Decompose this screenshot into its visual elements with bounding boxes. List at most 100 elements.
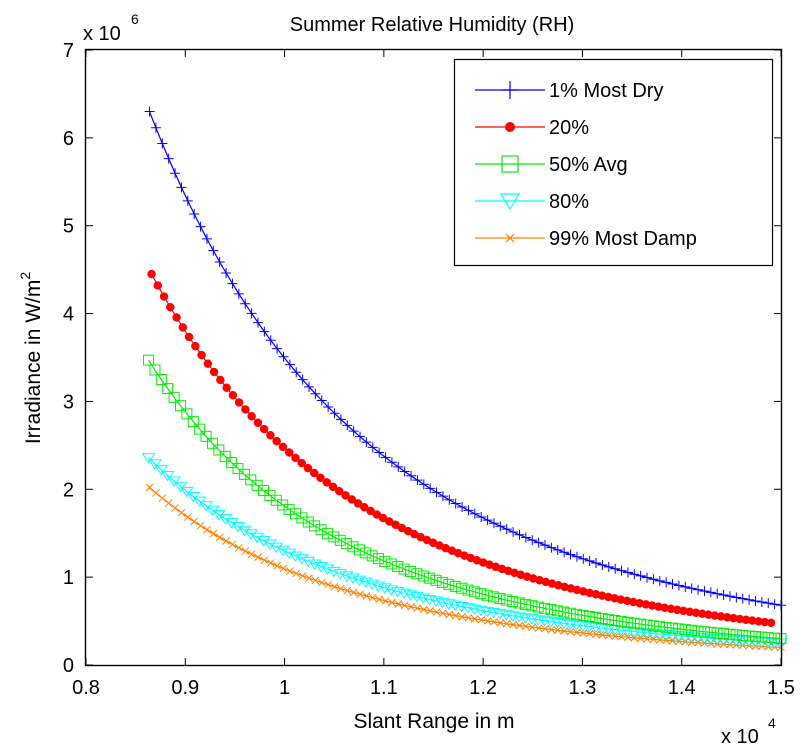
data-point bbox=[329, 408, 340, 419]
data-point bbox=[730, 629, 742, 641]
data-point bbox=[166, 302, 175, 312]
data-point bbox=[200, 430, 212, 442]
data-point bbox=[724, 591, 735, 602]
data-point bbox=[749, 631, 761, 643]
data-point bbox=[259, 326, 270, 337]
data-point bbox=[247, 411, 256, 421]
data-point bbox=[667, 578, 678, 589]
data-point bbox=[502, 619, 511, 628]
data-point bbox=[634, 618, 646, 630]
data-point bbox=[209, 529, 218, 538]
data-point bbox=[143, 354, 155, 366]
data-point bbox=[552, 544, 563, 555]
data-point bbox=[546, 542, 557, 553]
data-point bbox=[309, 468, 319, 478]
data-point bbox=[437, 491, 448, 502]
data-point bbox=[215, 533, 224, 542]
data-point bbox=[252, 317, 263, 328]
data-point bbox=[416, 593, 431, 604]
data-point bbox=[289, 508, 301, 520]
data-point bbox=[152, 489, 160, 497]
data-point bbox=[291, 453, 300, 463]
data-point bbox=[560, 627, 568, 635]
data-point bbox=[240, 298, 251, 309]
data-point bbox=[394, 600, 403, 608]
data-point bbox=[153, 281, 163, 290]
data-point bbox=[176, 182, 187, 193]
data-point bbox=[654, 621, 666, 633]
data-point bbox=[500, 594, 512, 606]
data-point bbox=[265, 335, 276, 346]
data-point bbox=[365, 579, 380, 591]
data-point bbox=[647, 620, 659, 632]
data-point bbox=[335, 414, 346, 425]
chart-title: Summer Relative Humidity (RH) bbox=[290, 14, 575, 36]
data-point bbox=[250, 532, 265, 544]
data-point bbox=[457, 502, 468, 513]
y-tick-label: 5 bbox=[63, 216, 74, 238]
data-point bbox=[256, 536, 271, 547]
data-point bbox=[221, 267, 232, 278]
data-point bbox=[508, 527, 519, 538]
data-point bbox=[630, 634, 639, 642]
data-point bbox=[296, 512, 308, 524]
data-point bbox=[622, 616, 634, 628]
data-point bbox=[509, 620, 517, 629]
data-point bbox=[272, 436, 281, 446]
x-tick-label: 1.2 bbox=[469, 677, 497, 699]
data-point bbox=[597, 559, 608, 570]
axes-ticks: 0.8 0.9 1 1.1 1.2 1.3 1.4 1.5 0 1 2 3 4 5 6 7 bbox=[63, 40, 795, 699]
data-point bbox=[668, 637, 677, 645]
x-multiplier-base: x 10 bbox=[721, 726, 759, 748]
data-point bbox=[598, 631, 607, 639]
legend-marker bbox=[505, 122, 515, 132]
data-point bbox=[326, 566, 341, 578]
data-point bbox=[352, 575, 367, 587]
data-point bbox=[216, 375, 225, 385]
data-point bbox=[404, 565, 416, 577]
data-point bbox=[763, 598, 774, 609]
data-point bbox=[213, 444, 225, 456]
data-point bbox=[750, 595, 761, 606]
data-point bbox=[540, 540, 551, 551]
data-point bbox=[173, 481, 188, 493]
data-point bbox=[731, 592, 742, 603]
data-point bbox=[483, 617, 492, 625]
data-point bbox=[470, 615, 479, 623]
data-point bbox=[456, 582, 468, 594]
data-point bbox=[147, 269, 156, 279]
data-point bbox=[604, 631, 613, 640]
data-point bbox=[367, 442, 378, 453]
data-point bbox=[712, 588, 723, 599]
data-point bbox=[419, 605, 428, 614]
data-point bbox=[266, 430, 275, 440]
data-point bbox=[406, 470, 417, 481]
data-point bbox=[214, 256, 225, 267]
x-multiplier-exponent: 4 bbox=[768, 715, 776, 731]
data-point bbox=[324, 580, 332, 589]
data-point bbox=[490, 618, 498, 626]
data-point bbox=[541, 624, 549, 633]
legend-entry: 20% bbox=[475, 117, 589, 139]
data-point bbox=[314, 562, 328, 573]
data-point bbox=[573, 628, 581, 637]
data-point bbox=[393, 461, 404, 472]
data-point bbox=[377, 583, 392, 594]
data-point bbox=[718, 628, 730, 640]
data-point bbox=[590, 612, 602, 624]
data-point bbox=[145, 483, 154, 492]
data-point bbox=[194, 423, 206, 435]
data-point bbox=[756, 631, 768, 643]
data-point bbox=[495, 521, 506, 532]
data-point bbox=[392, 561, 404, 573]
data-point bbox=[284, 359, 295, 370]
data-point bbox=[328, 531, 340, 543]
legend: 1% Most Dry 20% 50% Avg 80% 99% Most Damp bbox=[453, 58, 774, 267]
data-point bbox=[163, 153, 174, 164]
data-point bbox=[275, 545, 290, 557]
data-point bbox=[380, 452, 391, 463]
data-point bbox=[371, 581, 386, 592]
data-point bbox=[610, 563, 621, 574]
data-point bbox=[464, 613, 473, 622]
data-point bbox=[744, 594, 755, 605]
